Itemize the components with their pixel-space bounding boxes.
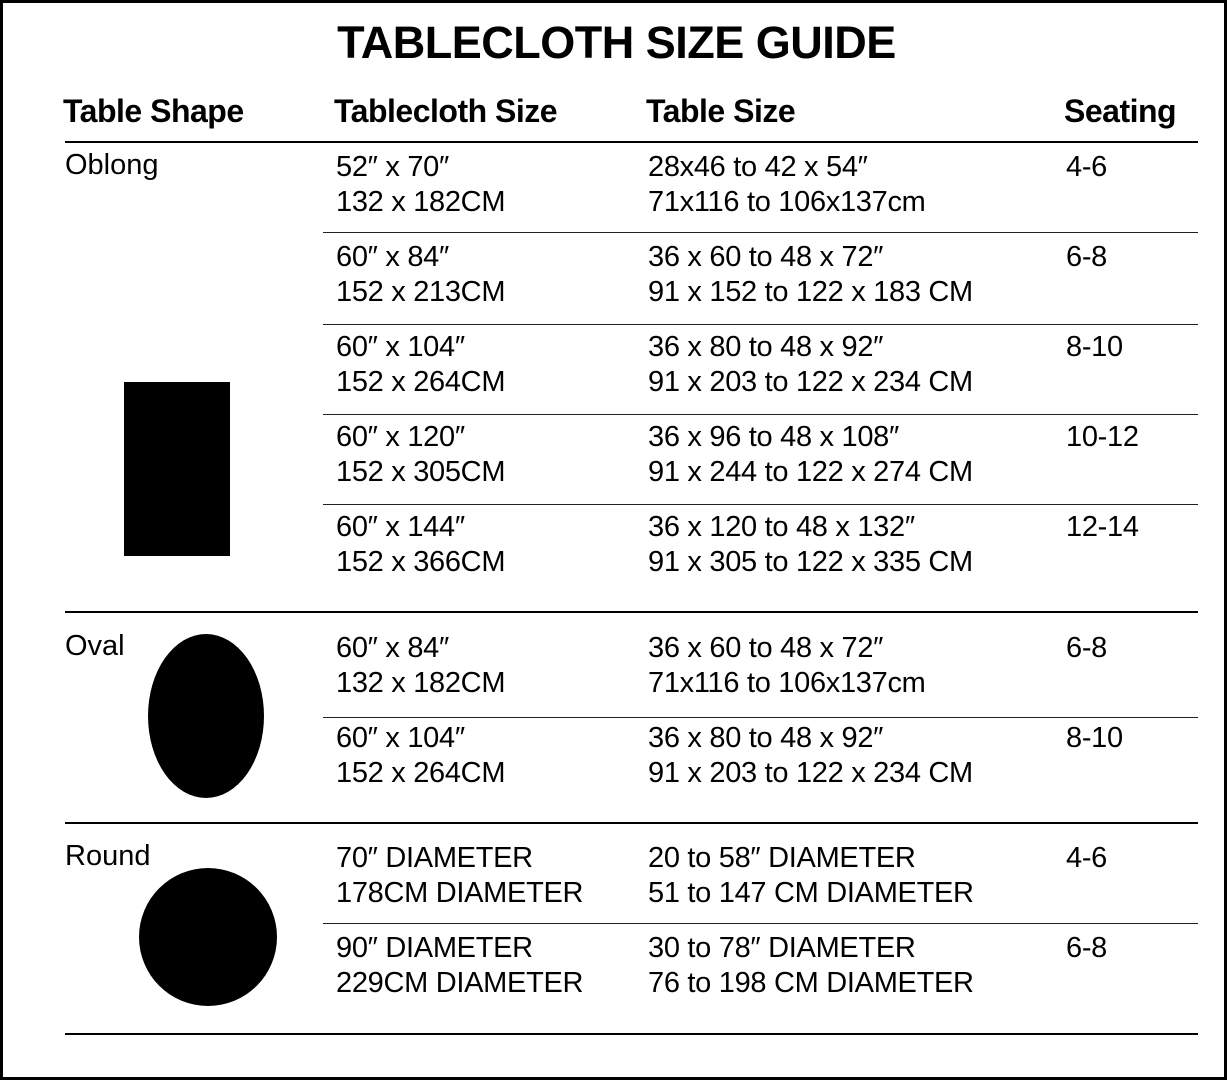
tablecloth-size-cell: 60″ x 84″ 132 x 182CM <box>336 632 506 699</box>
shape-label-round: Round <box>65 840 151 872</box>
seating-cell: 4-6 <box>1066 842 1108 874</box>
rectangle-table-icon <box>124 382 230 556</box>
tablecloth-size-cell: 90″ DIAMETER 229CM DIAMETER <box>336 932 584 999</box>
row-divider <box>323 504 1198 505</box>
row-divider <box>323 414 1198 415</box>
tablecloth-size-cell: 70″ DIAMETER 178CM DIAMETER <box>336 842 584 909</box>
row-divider <box>323 324 1198 325</box>
table-size-cell: 28x46 to 42 x 54″ 71x116 to 106x137cm <box>648 151 926 218</box>
table-size-cell: 20 to 58″ DIAMETER 51 to 147 CM DIAMETER <box>648 842 974 909</box>
shape-label-oblong: Oblong <box>65 149 159 181</box>
header-table-size: Table Size <box>646 93 796 129</box>
seating-cell: 10-12 <box>1066 421 1139 453</box>
seating-cell: 6-8 <box>1066 241 1108 273</box>
row-divider <box>323 923 1198 924</box>
seating-cell: 8-10 <box>1066 331 1123 363</box>
group-divider <box>65 1033 1198 1035</box>
table-size-cell: 36 x 80 to 48 x 92″ 91 x 203 to 122 x 23… <box>648 331 973 398</box>
round-table-icon <box>139 868 277 1006</box>
table-size-cell: 36 x 96 to 48 x 108″ 91 x 244 to 122 x 2… <box>648 421 973 488</box>
tablecloth-size-cell: 60″ x 104″ 152 x 264CM <box>336 331 506 398</box>
page-title: TABLECLOTH SIZE GUIDE <box>337 17 896 68</box>
table-size-cell: 36 x 60 to 48 x 72″ 71x116 to 106x137cm <box>648 632 926 699</box>
tablecloth-size-cell: 60″ x 104″ 152 x 264CM <box>336 722 506 789</box>
header-tablecloth-size: Tablecloth Size <box>334 93 558 129</box>
shape-label-oval: Oval <box>65 630 125 662</box>
seating-cell: 8-10 <box>1066 722 1123 754</box>
tablecloth-size-cell: 60″ x 120″ 152 x 305CM <box>336 421 506 488</box>
seating-cell: 6-8 <box>1066 932 1108 964</box>
tablecloth-size-cell: 60″ x 84″ 152 x 213CM <box>336 241 506 308</box>
table-size-cell: 30 to 78″ DIAMETER 76 to 198 CM DIAMETER <box>648 932 974 999</box>
row-divider <box>323 717 1198 718</box>
tablecloth-size-cell: 52″ x 70″ 132 x 182CM <box>336 151 506 218</box>
oval-table-icon <box>148 634 264 798</box>
header-divider <box>65 141 1198 143</box>
table-size-cell: 36 x 80 to 48 x 92″ 91 x 203 to 122 x 23… <box>648 722 973 789</box>
group-divider <box>65 611 1198 613</box>
tablecloth-size-cell: 60″ x 144″ 152 x 366CM <box>336 511 506 578</box>
seating-cell: 4-6 <box>1066 151 1108 183</box>
table-size-cell: 36 x 60 to 48 x 72″ 91 x 152 to 122 x 18… <box>648 241 973 308</box>
group-divider <box>65 822 1198 824</box>
header-seating: Seating <box>1064 93 1177 129</box>
header-table-shape: Table Shape <box>63 93 244 129</box>
seating-cell: 6-8 <box>1066 632 1108 664</box>
seating-cell: 12-14 <box>1066 511 1139 543</box>
table-size-cell: 36 x 120 to 48 x 132″ 91 x 305 to 122 x … <box>648 511 973 578</box>
row-divider <box>323 232 1198 233</box>
